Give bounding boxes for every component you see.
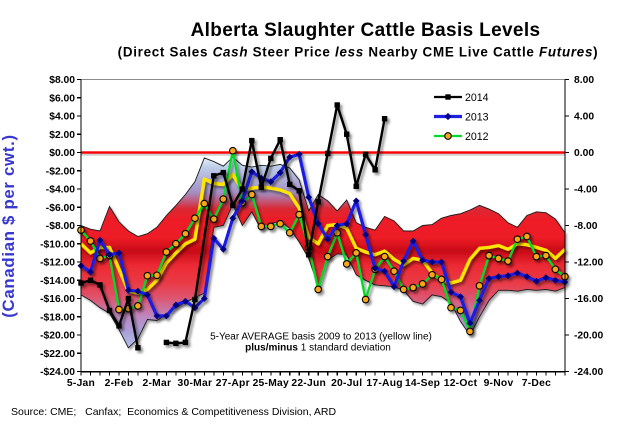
svg-text:$0.00: $0.00 (49, 148, 75, 159)
svg-text:-$6.00: -$6.00 (46, 203, 75, 214)
svg-text:-$20.00: -$20.00 (40, 331, 75, 342)
svg-text:9-Nov: 9-Nov (484, 378, 514, 389)
svg-text:-$24.00: -$24.00 (40, 367, 75, 378)
svg-text:-$12.00: -$12.00 (40, 258, 75, 269)
svg-text:-4.00: -4.00 (574, 185, 598, 196)
svg-text:0.00: 0.00 (574, 148, 594, 159)
svg-text:-$2.00: -$2.00 (46, 166, 75, 177)
svg-text:20-Jul: 20-Jul (331, 378, 362, 389)
svg-text:$2.00: $2.00 (49, 130, 75, 141)
svg-text:22-Jun: 22-Jun (291, 378, 326, 389)
svg-text:2013: 2013 (465, 111, 489, 123)
svg-text:-12.00: -12.00 (574, 258, 603, 269)
svg-text:5-Jan: 5-Jan (67, 378, 95, 389)
svg-text:-$8.00: -$8.00 (46, 221, 75, 232)
svg-text:14-Sep: 14-Sep (405, 378, 440, 389)
svg-text:Source: CME; Canfax; Econom: Source: CME; Canfax; Economics & Competi… (11, 406, 336, 418)
svg-text:plus/minus 1 standard deviatio: plus/minus 1 standard deviation (245, 343, 391, 354)
svg-text:8.00: 8.00 (574, 75, 594, 86)
svg-text:-$4.00: -$4.00 (46, 185, 75, 196)
svg-text:-24.00: -24.00 (574, 367, 603, 378)
svg-text:7-Dec: 7-Dec (522, 378, 551, 389)
svg-text:-8.00: -8.00 (574, 221, 598, 232)
svg-text:(Direct Sales Cash Steer Price: (Direct Sales Cash Steer Price less Near… (118, 45, 599, 60)
svg-text:2012: 2012 (465, 131, 489, 143)
svg-text:2-Mar: 2-Mar (143, 378, 172, 389)
svg-text:-$22.00: -$22.00 (40, 349, 75, 360)
svg-text:5-Year AVERAGE basis 2009 to 2: 5-Year AVERAGE basis 2009 to 2013 (yello… (210, 332, 432, 343)
svg-text:$8.00: $8.00 (49, 75, 75, 86)
svg-text:-$10.00: -$10.00 (40, 239, 75, 250)
svg-text:-20.00: -20.00 (574, 331, 603, 342)
svg-text:12-Oct: 12-Oct (444, 378, 478, 389)
svg-text:27-Apr: 27-Apr (216, 378, 250, 389)
svg-text:$6.00: $6.00 (49, 93, 75, 104)
svg-text:2-Feb: 2-Feb (105, 378, 134, 389)
svg-text:-16.00: -16.00 (574, 294, 603, 305)
svg-text:30-Mar: 30-Mar (178, 378, 213, 389)
svg-text:2014: 2014 (465, 92, 489, 104)
svg-text:-$18.00: -$18.00 (40, 312, 75, 323)
svg-text:25-May: 25-May (253, 378, 289, 389)
svg-text:4.00: 4.00 (574, 112, 594, 123)
svg-text:(Canadian $ per cwt.): (Canadian $ per cwt.) (0, 134, 18, 317)
svg-text:17-Aug: 17-Aug (366, 378, 402, 389)
svg-text:-$16.00: -$16.00 (40, 294, 75, 305)
svg-text:$4.00: $4.00 (49, 112, 75, 123)
svg-text:Alberta Slaughter Cattle Basis: Alberta Slaughter Cattle Basis Levels (191, 20, 541, 41)
svg-text:-$14.00: -$14.00 (40, 276, 75, 287)
